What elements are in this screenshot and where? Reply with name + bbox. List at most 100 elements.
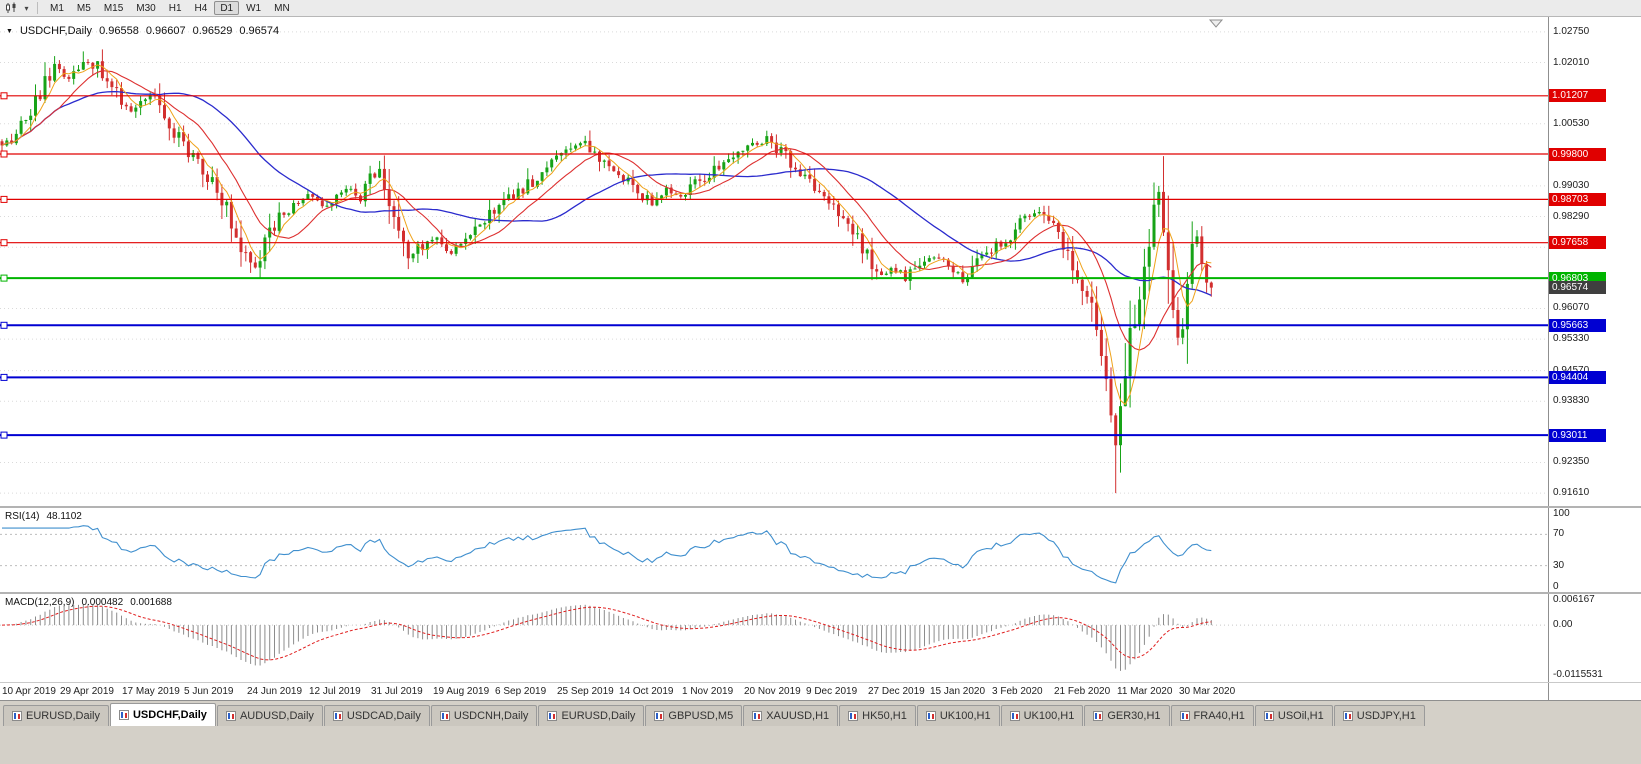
candle-body: [884, 273, 888, 275]
ma-line-mid: [1, 70, 1212, 351]
chart-tab-8-hk50-h1[interactable]: HK50,H1: [839, 705, 916, 726]
line-handle[interactable]: [0, 321, 8, 329]
candle-body: [387, 189, 391, 207]
pane-separator[interactable]: [0, 506, 1641, 508]
candle-body: [1085, 291, 1089, 297]
timeframe-button-m30[interactable]: M30: [136, 3, 156, 14]
candle-body: [454, 245, 458, 254]
candle-body: [325, 205, 329, 207]
chart-tab-2-audusd-daily[interactable]: AUDUSD,Daily: [216, 705, 323, 726]
timeframe-button-mn[interactable]: MN: [274, 3, 290, 14]
chart-tab-7-xauusd-h1[interactable]: XAUUSD,H1: [743, 705, 839, 726]
candle-body: [301, 199, 305, 204]
candle-body: [583, 140, 587, 144]
chart-tab-4-usdcnh-daily[interactable]: USDCNH,Daily: [430, 705, 538, 726]
date-axis-label: 15 Jan 2020: [930, 686, 986, 697]
candle-body: [612, 166, 616, 172]
chart-type-icon[interactable]: [3, 1, 20, 15]
candle-body: [741, 150, 745, 152]
candle-body: [736, 151, 740, 158]
candle-body: [535, 180, 539, 187]
candle-body: [24, 120, 28, 121]
candle-body: [894, 267, 898, 273]
price-chart[interactable]: [0, 17, 1548, 506]
candle-body: [177, 132, 181, 138]
line-handle[interactable]: [0, 239, 8, 247]
candle-body: [918, 265, 922, 269]
candle-body: [268, 227, 272, 238]
price-level-badge-0.99800: 0.99800: [1549, 148, 1606, 161]
candle-body: [430, 239, 434, 242]
candle-body: [1142, 266, 1146, 300]
chart-tab-0-eurusd-daily[interactable]: EURUSD,Daily: [3, 705, 109, 726]
line-handle[interactable]: [0, 373, 8, 381]
candle-body: [435, 237, 439, 240]
candle-body: [774, 142, 778, 153]
symbol-menu-icon[interactable]: ▼: [6, 27, 13, 35]
candle-body: [1195, 236, 1199, 244]
candle-body: [990, 252, 993, 254]
chart-tab-icon: [439, 711, 450, 721]
candle-body: [488, 209, 492, 224]
line-handle[interactable]: [0, 431, 8, 439]
line-handle[interactable]: [0, 150, 8, 158]
chart-tab-12-fra40-h1[interactable]: FRA40,H1: [1170, 705, 1254, 726]
price-axis-label: 1.02750: [1553, 26, 1590, 37]
chart-tab-1-usdchf-daily[interactable]: USDCHF,Daily: [109, 703, 216, 726]
chart-tab-5-eurusd-daily[interactable]: EURUSD,Daily: [538, 705, 645, 726]
timeframe-button-m1[interactable]: M1: [50, 3, 64, 14]
candle-body: [703, 180, 707, 182]
timeframe-button-h1[interactable]: H1: [168, 3, 182, 14]
date-axis-label: 30 Mar 2020: [1179, 686, 1236, 697]
timeframe-button-m15[interactable]: M15: [103, 3, 124, 14]
line-handle[interactable]: [0, 274, 8, 282]
candle-body: [574, 145, 578, 149]
chart-shift-marker[interactable]: [1208, 19, 1224, 28]
chart-tab-3-usdcad-daily[interactable]: USDCAD,Daily: [323, 705, 430, 726]
candle-body: [851, 223, 855, 235]
candle-body: [712, 165, 716, 178]
chart-type-dropdown-icon[interactable]: ▾: [24, 3, 29, 13]
candle-body: [631, 177, 635, 185]
rsi-axis[interactable]: 100 70 30 0: [1548, 508, 1641, 592]
timeframe-button-m5[interactable]: M5: [76, 3, 91, 14]
chart-tab-9-uk100-h1[interactable]: UK100,H1: [916, 705, 1000, 726]
date-axis-label: 29 Apr 2019: [60, 686, 114, 697]
candle-body: [669, 187, 673, 194]
timeframe-button-w1[interactable]: W1: [246, 3, 262, 14]
chart-tab-10-uk100-h1[interactable]: UK100,H1: [1000, 705, 1084, 726]
time-axis[interactable]: 10 Apr 2019 29 Apr 2019 17 May 2019 5 Jun 2…: [0, 683, 1548, 700]
price-level-badge-1.01207: 1.01207: [1549, 89, 1606, 102]
candle-body: [684, 195, 687, 197]
pane-separator[interactable]: [0, 592, 1641, 594]
candle-body: [411, 253, 415, 259]
chart-tab-6-gbpusd-m5[interactable]: GBPUSD,M5: [645, 705, 743, 726]
line-handle[interactable]: [0, 195, 8, 203]
price-axis-label: 0.96070: [1553, 302, 1590, 313]
chart-tab-13-usoil-h1[interactable]: USOil,H1: [1254, 705, 1333, 726]
candle-body: [798, 169, 802, 177]
candle-body: [722, 162, 726, 170]
candle-body: [77, 69, 80, 72]
candle-body: [1119, 406, 1122, 446]
candle-body: [191, 153, 195, 158]
macd-chart[interactable]: [0, 594, 1548, 682]
rsi-chart[interactable]: [0, 508, 1548, 592]
candle-body: [124, 104, 128, 107]
chart-tab-14-usdjpy-h1[interactable]: USDJPY,H1: [1333, 705, 1425, 726]
candle-body: [602, 160, 606, 162]
date-axis-label: 9 Dec 2019: [806, 686, 858, 697]
macd-axis[interactable]: 0.006167 0.00 -0.0115531: [1548, 594, 1641, 682]
chart-tab-11-ger30-h1[interactable]: GER30,H1: [1084, 705, 1170, 726]
macd-pane: MACD(12,26,9) 0.000482 0.001688: [0, 594, 1548, 682]
candle-body: [0, 141, 4, 146]
price-axis[interactable]: 1.027501.020101.005300.990300.982900.975…: [1548, 17, 1641, 506]
timeframe-button-d1[interactable]: D1: [214, 1, 240, 15]
candle-body: [253, 262, 257, 268]
candle-body: [569, 148, 573, 150]
line-handle[interactable]: [0, 92, 8, 100]
chart-tab-icon: [1009, 711, 1020, 721]
timeframe-button-h4[interactable]: H4: [194, 3, 208, 14]
chart-tab-label: USDCAD,Daily: [346, 710, 421, 722]
candle-body: [473, 226, 477, 235]
